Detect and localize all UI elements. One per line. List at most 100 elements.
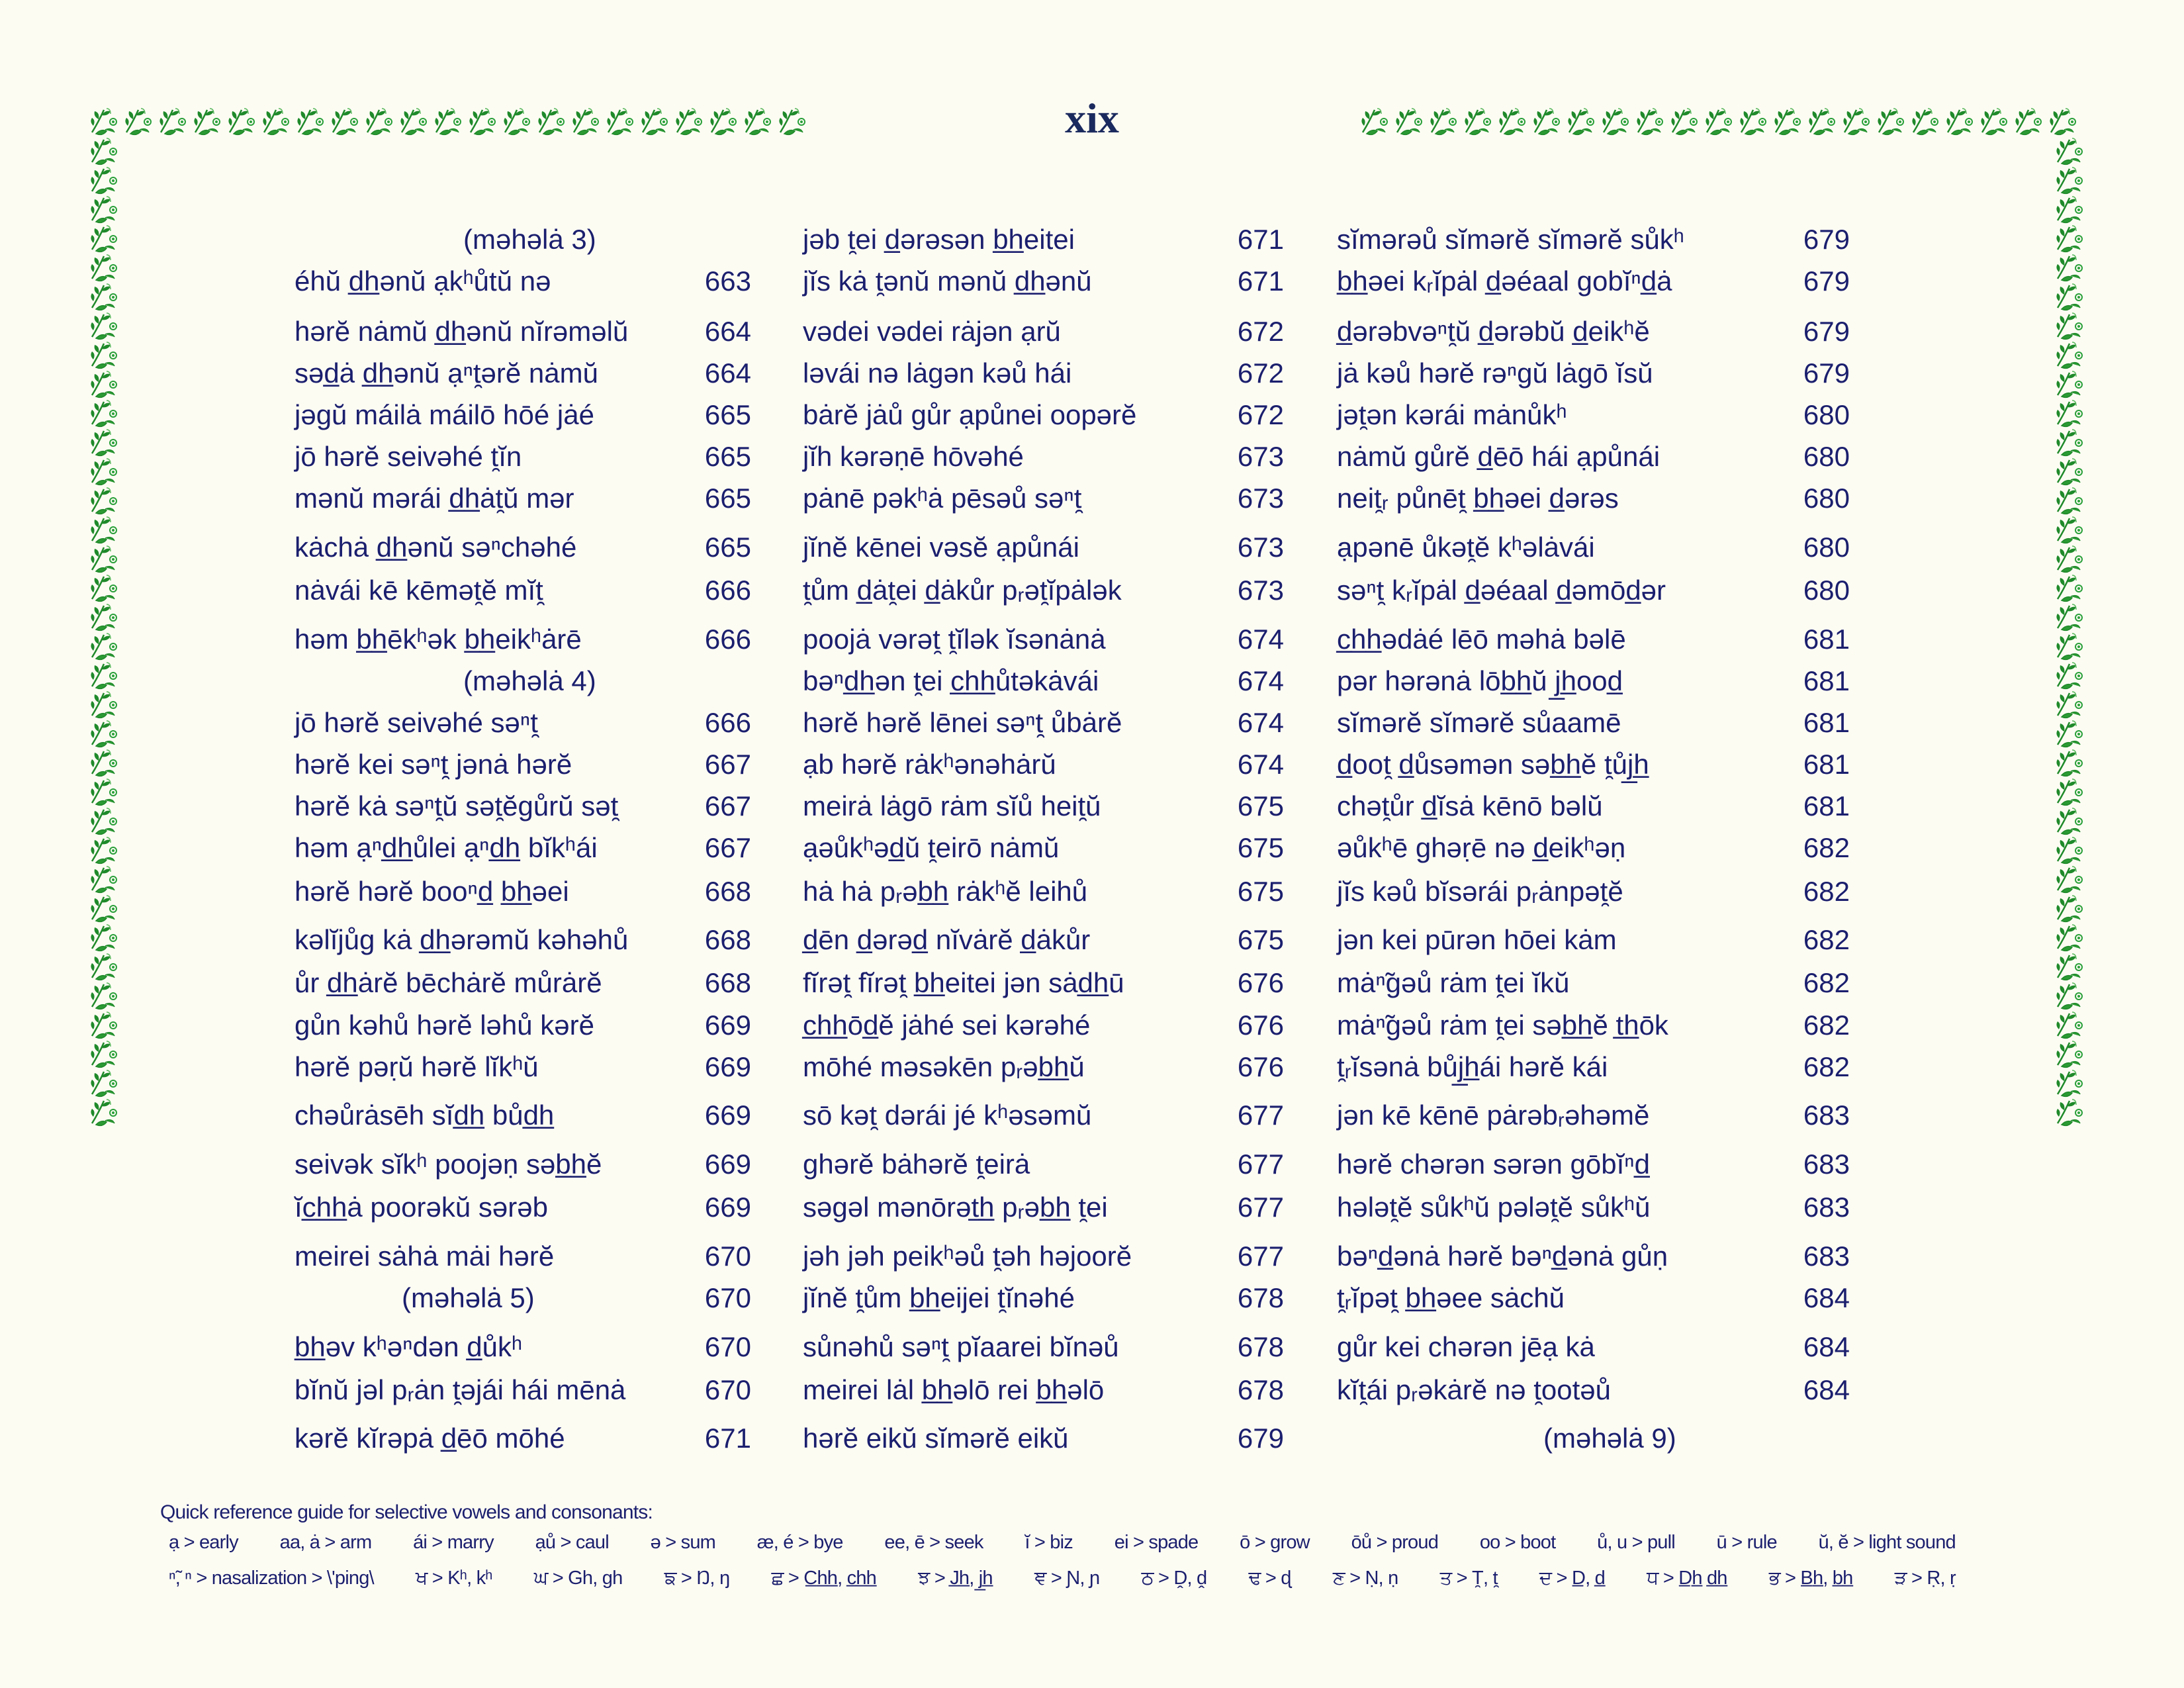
entry-title: c̲h̲h̲ōd̲ĕ jȧhé sei kərəhé bbox=[803, 1009, 1091, 1041]
consonant-guide-item: ਘ > Gh, gh bbox=[533, 1568, 623, 1589]
entry-title: hərĕ chərən sərən gōbĭⁿd̲ bbox=[1337, 1149, 1650, 1180]
entry-page-number: 677 bbox=[1237, 1241, 1284, 1272]
entry-page-number: 666 bbox=[704, 575, 751, 606]
entry-title: jəh jəh peikʰəů t̯əh həjoorĕ bbox=[803, 1241, 1132, 1272]
entry-page-number: 668 bbox=[704, 967, 751, 998]
entry-page-number: 675 bbox=[1237, 876, 1284, 907]
index-entry: əůkʰē ghəṛē nə d̲eikʰəṇ 682 bbox=[1337, 831, 1850, 865]
floral-vine-icon bbox=[2056, 516, 2083, 544]
entry-title: hələt̯ĕ sůkʰŭ pələt̯ĕ sůkʰŭ bbox=[1337, 1192, 1651, 1223]
entry-title: d̲ərəbvəⁿt̯ŭ d̲ərəbŭ d̲eikʰĕ bbox=[1337, 316, 1650, 347]
entry-title: t̯ᵣĭsənȧ bůj̲h̲ái hərĕ kái bbox=[1337, 1051, 1608, 1082]
floral-vine-icon bbox=[90, 166, 118, 195]
floral-vine-icon bbox=[90, 632, 118, 661]
index-entry: ĭc̲h̲h̲ȧ poorəkŭ sərəb 669 bbox=[295, 1190, 751, 1225]
index-entry: fĭrət̯ fĭrət̯ b̲h̲eitei jən sȧd̲h̲ū 676 bbox=[803, 966, 1284, 1000]
section-heading: (məhəlȧ 4) bbox=[295, 664, 751, 698]
entry-page-number: 670 bbox=[704, 1374, 751, 1405]
index-entry: kəlĭjůg kȧ d̲h̲ərəmŭ kəhəhů 668 bbox=[295, 923, 751, 957]
floral-vine-icon bbox=[2056, 749, 2083, 777]
heading-text: (məhəlȧ 4) bbox=[463, 665, 596, 696]
entry-title: səⁿt̯ kᵣĭpȧl d̲əéaal d̲əmōd̲ər bbox=[1337, 575, 1666, 606]
index-entry: jət̯ən kərái mȧnůkʰ 680 bbox=[1337, 398, 1850, 432]
entry-title: vədei vədei rȧjən ạrŭ bbox=[803, 316, 1061, 347]
entry-page-number: 679 bbox=[1237, 1423, 1284, 1454]
entry-page-number: 663 bbox=[704, 265, 751, 297]
index-entry: mōhé məsəkēn pᵣəb̲h̲ŭ 676 bbox=[803, 1050, 1284, 1084]
floral-vine-icon bbox=[2056, 166, 2083, 195]
index-entry: hərĕ eikŭ sĭmərĕ eikŭ 679 bbox=[803, 1421, 1284, 1456]
index-entry: mȧⁿ̃gəů rȧm t̯ei səb̲h̲ĕ t̲h̲ōk 682 bbox=[1337, 1008, 1850, 1043]
entry-title: d̲ēn d̲ərəd̲ nĭvȧrĕ d̲ȧkůr bbox=[803, 924, 1091, 955]
floral-vine-icon bbox=[2056, 370, 2083, 399]
entry-title: seivək sĭkʰ poojəṇ səb̲h̲ĕ bbox=[295, 1149, 602, 1180]
entry-page-number: 679 bbox=[1803, 224, 1850, 255]
entry-title: ĭc̲h̲h̲ȧ poorəkŭ sərəb bbox=[295, 1192, 548, 1223]
index-entry: jəgŭ máilȧ máilō hōé jȧé 665 bbox=[295, 398, 751, 432]
index-entry: jĭnĕ t̯ům b̲h̲eijei t̯ĭnəhé 678 bbox=[803, 1281, 1284, 1315]
vowel-guide-item: ū > rule bbox=[1716, 1532, 1778, 1553]
floral-vine-icon bbox=[90, 807, 118, 835]
vowel-guide-item: ee, ē > seek bbox=[884, 1532, 983, 1553]
index-entry: hələt̯ĕ sůkʰŭ pələt̯ĕ sůkʰŭ 683 bbox=[1337, 1190, 1850, 1225]
entry-page-number: 669 bbox=[704, 1192, 751, 1223]
floral-vine-icon bbox=[2056, 807, 2083, 835]
index-entry: t̯ᵣĭpət̯ b̲h̲əee sȧchŭ 684 bbox=[1337, 1281, 1850, 1315]
entry-page-number: 665 bbox=[704, 532, 751, 563]
entry-page-number: 684 bbox=[1803, 1374, 1850, 1405]
floral-vine-icon bbox=[90, 865, 118, 894]
entry-page-number: 682 bbox=[1803, 1051, 1850, 1082]
section-heading: (məhəlȧ 5) 670 bbox=[295, 1281, 751, 1315]
index-entry: meirei lȧl b̲h̲əlō rei b̲h̲əlō 678 bbox=[803, 1373, 1284, 1407]
entry-title: mȧⁿ̃gəů rȧm t̯ei səb̲h̲ĕ t̲h̲ōk bbox=[1337, 1009, 1668, 1041]
index-entry: sō kət̯ dərái jé kʰəsəmŭ 677 bbox=[803, 1098, 1284, 1133]
entry-title: c̲h̲h̲ədȧé lēō məhȧ bəlē bbox=[1337, 624, 1626, 655]
floral-vine-icon bbox=[2056, 195, 2083, 224]
index-entry: bəⁿd̲h̲ən t̯ei c̲h̲h̲ůtəkȧvái 674 bbox=[803, 664, 1284, 698]
index-entry: ạəůkʰəd̲ŭ t̯eirō nȧmŭ 675 bbox=[803, 831, 1284, 865]
floral-vine-icon bbox=[2056, 1040, 2083, 1068]
floral-vine-icon bbox=[90, 1040, 118, 1068]
entry-title: nȧvái kē kēmət̯ĕ mĭt̯ bbox=[295, 575, 543, 606]
floral-vine-icon bbox=[90, 487, 118, 515]
heading-text: (məhəlȧ 5) bbox=[402, 1282, 535, 1313]
floral-vine-icon bbox=[2056, 545, 2083, 573]
entry-title: səd̲ȧ d̲h̲ənŭ ạⁿt̯ərĕ nȧmŭ bbox=[295, 357, 598, 389]
entry-title: sůnəhů səⁿt̯ pĭaarei bĭnəů bbox=[803, 1331, 1119, 1362]
index-entry: jĭs kȧ t̯ənŭ mənŭ d̲h̲ənŭ 671 bbox=[803, 264, 1284, 299]
index-entry: bĭnŭ jəl pᵣȧn t̯əjái hái mēnȧ 670 bbox=[295, 1373, 751, 1407]
floral-vine-icon bbox=[90, 1069, 118, 1098]
entry-page-number: 666 bbox=[704, 707, 751, 738]
floral-vine-icon bbox=[90, 195, 118, 224]
entry-title: jĭnĕ kēnei vəsĕ ạpůnái bbox=[803, 532, 1079, 563]
index-entry: c̲h̲h̲ōd̲ĕ jȧhé sei kərəhé 676 bbox=[803, 1008, 1284, 1043]
index-entry: səd̲ȧ d̲h̲ənŭ ạⁿt̯ərĕ nȧmŭ 664 bbox=[295, 356, 751, 391]
index-entry: ləvái nə lȧgən kəů hái 672 bbox=[803, 356, 1284, 391]
entry-page-number: 669 bbox=[704, 1051, 751, 1082]
entry-page-number: 667 bbox=[704, 790, 751, 821]
floral-vine-icon bbox=[90, 1098, 118, 1127]
index-entry: poojȧ vərət̯ t̯ĭlək ĭsənȧnȧ 674 bbox=[803, 622, 1284, 657]
floral-vine-icon bbox=[2056, 224, 2083, 253]
floral-vine-icon bbox=[90, 428, 118, 457]
entry-page-number: 675 bbox=[1237, 924, 1284, 955]
entry-title: mənŭ mərái d̲h̲ȧt̯ŭ mər bbox=[295, 483, 574, 514]
vowel-guide-item: aa, ȧ > arm bbox=[279, 1532, 373, 1553]
entry-title: jĭh kərəṇē hōvəhé bbox=[803, 441, 1024, 472]
entry-title: hərĕ hərĕ lēnei səⁿt̯ ůbȧrĕ bbox=[803, 707, 1122, 738]
index-entry: d̲ərəbvəⁿt̯ŭ d̲ərəbŭ d̲eikʰĕ 679 bbox=[1337, 314, 1850, 349]
floral-vine-icon bbox=[90, 894, 118, 923]
floral-vine-icon bbox=[2056, 894, 2083, 923]
entry-title: neit̯ᵣ půnēt̯ b̲h̲əei d̲ərəs bbox=[1337, 483, 1619, 514]
entry-page-number: 676 bbox=[1237, 967, 1284, 998]
entry-page-number: 670 bbox=[704, 1241, 751, 1272]
index-entry: jən kei pūrən hōei kȧm 682 bbox=[1337, 923, 1850, 957]
floral-vine-icon bbox=[2056, 953, 2083, 981]
entry-page-number: 665 bbox=[704, 399, 751, 430]
entry-page-number: 681 bbox=[1803, 665, 1850, 696]
entry-page-number: 672 bbox=[1237, 357, 1284, 389]
entry-title: d̲oot̯ d̲ůsəmən səb̲h̲ĕ t̯ůj̲h̲ bbox=[1337, 749, 1649, 780]
floral-vine-icon bbox=[2056, 1069, 2083, 1098]
consonant-guide-item: ਤ > T̯, t̯ bbox=[1439, 1568, 1498, 1589]
entry-page-number: 680 bbox=[1803, 399, 1850, 430]
